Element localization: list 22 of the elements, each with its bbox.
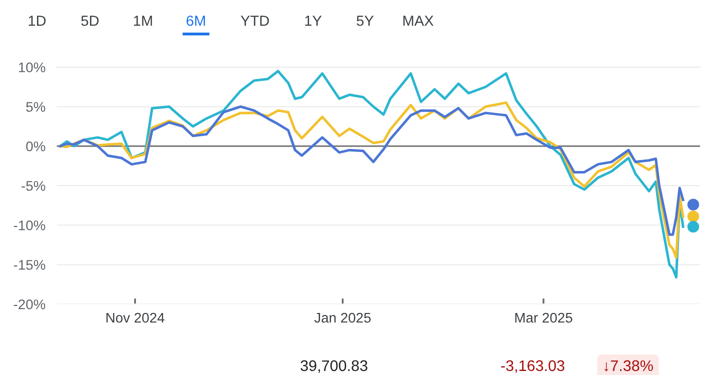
text: ↓7.38% xyxy=(604,360,653,372)
line-series xyxy=(58,105,684,236)
text: MAX xyxy=(403,16,434,26)
text: 1D xyxy=(28,16,46,26)
y-tick-label: -20% xyxy=(14,299,46,310)
y-tick-label: 5% xyxy=(26,102,46,112)
y-tick-label: -15% xyxy=(14,260,46,270)
text: 5D xyxy=(81,16,99,26)
text: -3,163.03 xyxy=(501,360,564,373)
text: 6M xyxy=(186,16,205,26)
text: 39,700.83 xyxy=(300,360,368,373)
text: 1M xyxy=(134,16,152,26)
y-tick-label: 10% xyxy=(18,62,46,72)
text: 5Y xyxy=(356,16,374,26)
x-tick-label: Jan 2025 xyxy=(314,312,371,323)
y-tick-label: -5% xyxy=(22,181,46,191)
y-tick-label: -10% xyxy=(14,220,46,230)
text: 1Y xyxy=(305,16,322,26)
x-tick-label: Nov 2024 xyxy=(106,312,164,323)
text: YTD xyxy=(240,16,269,26)
y-tick-label: 0% xyxy=(26,141,46,152)
x-tick-label: Mar 2025 xyxy=(515,312,572,323)
